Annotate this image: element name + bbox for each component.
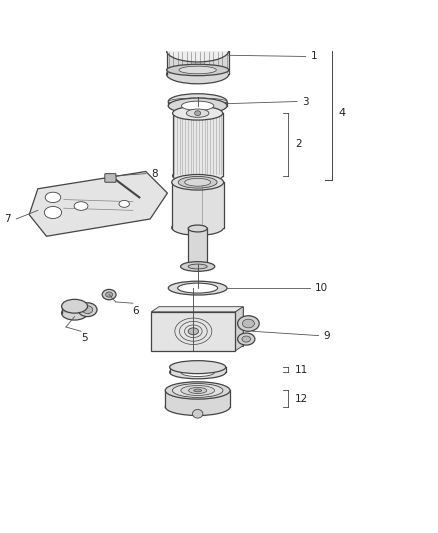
Polygon shape — [236, 306, 243, 351]
Ellipse shape — [188, 328, 198, 335]
Ellipse shape — [181, 363, 215, 372]
Ellipse shape — [45, 192, 61, 203]
Ellipse shape — [166, 64, 229, 76]
Text: 6: 6 — [132, 306, 139, 316]
Text: 10: 10 — [315, 283, 328, 293]
FancyBboxPatch shape — [105, 174, 116, 182]
Ellipse shape — [62, 306, 88, 320]
Ellipse shape — [188, 225, 207, 232]
Ellipse shape — [168, 98, 227, 105]
Ellipse shape — [172, 174, 223, 190]
Text: 12: 12 — [295, 394, 308, 403]
Ellipse shape — [166, 41, 229, 60]
Ellipse shape — [168, 281, 227, 295]
Ellipse shape — [194, 389, 201, 392]
Bar — [188, 229, 207, 266]
Ellipse shape — [170, 361, 226, 374]
Text: 5: 5 — [81, 333, 88, 343]
Ellipse shape — [173, 106, 223, 120]
Ellipse shape — [172, 220, 223, 236]
Ellipse shape — [181, 368, 215, 376]
Ellipse shape — [237, 333, 255, 345]
Ellipse shape — [194, 111, 201, 116]
Text: 7: 7 — [4, 214, 11, 224]
Ellipse shape — [180, 262, 215, 271]
Polygon shape — [151, 306, 243, 312]
Bar — [173, 113, 223, 176]
Ellipse shape — [242, 336, 251, 342]
Ellipse shape — [168, 98, 227, 114]
Ellipse shape — [173, 384, 223, 398]
Ellipse shape — [78, 303, 97, 317]
Ellipse shape — [62, 300, 88, 313]
Ellipse shape — [102, 289, 116, 300]
Ellipse shape — [237, 316, 259, 332]
Bar — [166, 51, 229, 74]
Ellipse shape — [74, 201, 88, 211]
Ellipse shape — [185, 179, 211, 186]
Polygon shape — [159, 306, 243, 345]
Ellipse shape — [170, 366, 226, 379]
Text: 1: 1 — [311, 52, 318, 61]
Text: 3: 3 — [302, 96, 309, 107]
Ellipse shape — [165, 382, 230, 399]
Ellipse shape — [106, 292, 113, 297]
Ellipse shape — [166, 39, 229, 62]
Ellipse shape — [179, 66, 216, 74]
Ellipse shape — [188, 263, 207, 270]
Text: 2: 2 — [295, 140, 301, 149]
Bar — [170, 367, 226, 373]
Ellipse shape — [189, 387, 207, 393]
Ellipse shape — [168, 94, 227, 109]
Ellipse shape — [166, 65, 229, 84]
Ellipse shape — [119, 200, 129, 207]
Ellipse shape — [242, 319, 254, 328]
Text: 9: 9 — [324, 330, 330, 341]
Text: 11: 11 — [295, 365, 308, 375]
Ellipse shape — [188, 264, 207, 269]
Bar — [151, 312, 236, 351]
Ellipse shape — [181, 385, 215, 395]
Ellipse shape — [187, 109, 209, 117]
Ellipse shape — [82, 306, 93, 313]
Bar — [172, 182, 223, 228]
Ellipse shape — [165, 398, 230, 416]
Ellipse shape — [173, 169, 223, 183]
Ellipse shape — [181, 101, 214, 110]
Ellipse shape — [192, 409, 203, 418]
Text: 4: 4 — [338, 108, 345, 118]
Bar — [165, 391, 230, 407]
Polygon shape — [29, 172, 167, 236]
Ellipse shape — [178, 283, 218, 293]
Ellipse shape — [189, 178, 206, 184]
Ellipse shape — [44, 206, 62, 219]
Text: 8: 8 — [151, 168, 158, 179]
Bar — [62, 306, 88, 313]
Ellipse shape — [178, 176, 217, 188]
